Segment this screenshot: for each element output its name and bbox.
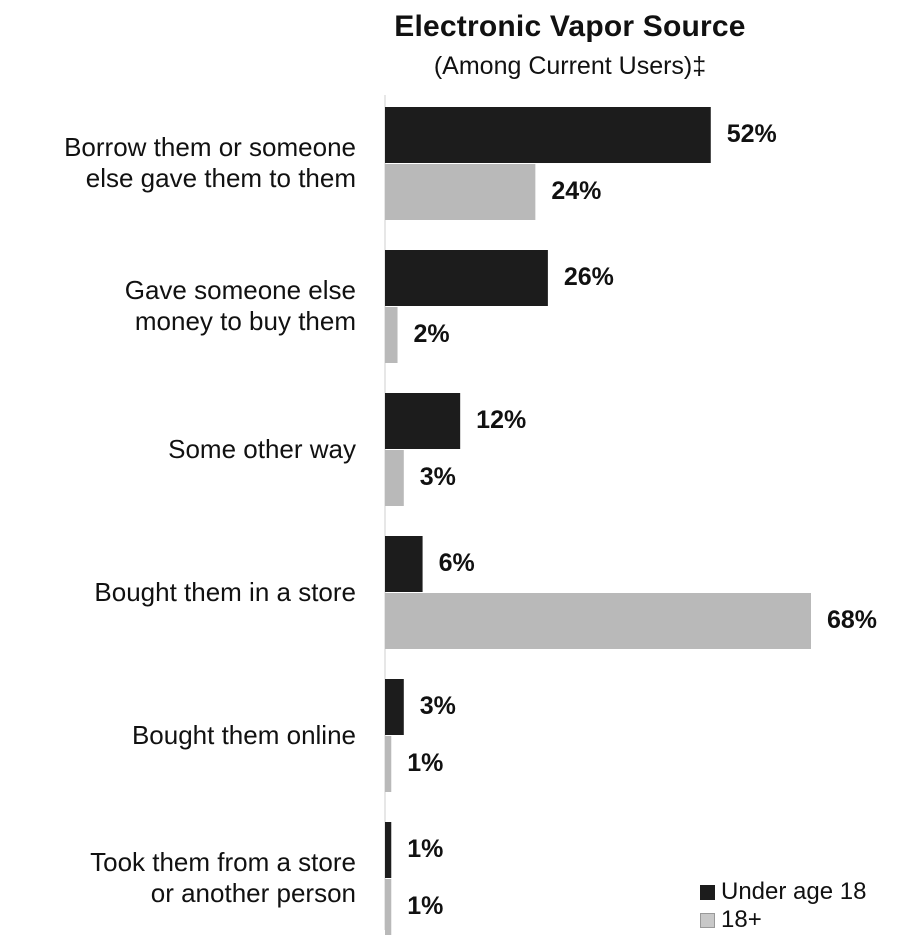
- category-label-line: Some other way: [168, 433, 356, 464]
- category-label-bought-them-online: Bought them online: [132, 720, 356, 751]
- bar-under-age-18-took-them-from-a-store-or-another-person: [385, 822, 392, 878]
- data-label-under-age-18-some-other-way: 12%: [476, 406, 527, 434]
- data-label-under-age-18-borrow-them-or-someone-else-gave-them-to-them: 52%: [726, 120, 777, 148]
- category-label-line: Borrow them or someone: [64, 132, 356, 162]
- category-label-line: Bought them online: [131, 719, 356, 750]
- bar-18-some-other-way: [385, 450, 404, 506]
- data-label-18-borrow-them-or-someone-else-gave-them-to-them: 24%: [551, 177, 602, 205]
- chart-subtitle: (Among Current Users)‡: [433, 52, 707, 80]
- data-label-under-age-18-bought-them-in-a-store: 6%: [438, 549, 475, 577]
- data-label-18-took-them-from-a-store-or-another-person: 1%: [407, 892, 444, 920]
- category-label-line: or another person: [150, 878, 356, 908]
- bar-under-age-18-some-other-way: [385, 393, 461, 449]
- category-label-line: Bought them in a store: [94, 576, 356, 607]
- data-label-18-bought-them-in-a-store: 68%: [827, 606, 878, 634]
- legend-swatch-under-18: [700, 884, 715, 900]
- category-label-bought-them-in-a-store: Bought them in a store: [94, 577, 356, 608]
- category-label-line: Took them from a store: [90, 847, 356, 877]
- data-label-under-age-18-bought-them-online: 3%: [419, 692, 456, 720]
- category-label-borrow-them-or-someone-else-gave-them-to-them: Borrow them or someone else gave them to …: [64, 132, 356, 194]
- chart-title: Electronic Vapor Source: [394, 10, 746, 43]
- category-label-line: Gave someone else: [124, 275, 356, 305]
- data-label-under-age-18-gave-someone-else-money-to-buy-them: 26%: [563, 263, 614, 291]
- bar-under-age-18-borrow-them-or-someone-else-gave-them-to-them: [385, 107, 711, 163]
- data-label-18-bought-them-online: 1%: [407, 749, 444, 777]
- legend-item-under-18: Under age 18: [700, 878, 866, 906]
- bar-under-age-18-bought-them-in-a-store: [385, 536, 423, 592]
- data-label-18-some-other-way: 3%: [419, 463, 456, 491]
- legend-swatch-18-plus: [700, 912, 715, 928]
- data-label-under-age-18-took-them-from-a-store-or-another-person: 1%: [407, 835, 444, 863]
- data-label-18-gave-someone-else-money-to-buy-them: 2%: [413, 320, 450, 348]
- legend-item-18-plus: 18+: [700, 906, 762, 934]
- legend-label-under-18: Under age 18: [721, 878, 867, 905]
- category-label-line: money to buy them: [134, 306, 356, 336]
- bar-18-gave-someone-else-money-to-buy-them: [385, 307, 398, 363]
- bar-under-age-18-gave-someone-else-money-to-buy-them: [385, 250, 548, 306]
- category-label-line: else gave them to them: [85, 163, 356, 193]
- bar-18-borrow-them-or-someone-else-gave-them-to-them: [385, 164, 536, 220]
- legend-label-18-plus: 18+: [721, 906, 762, 933]
- bar-18-bought-them-in-a-store: [385, 593, 811, 649]
- bar-18-took-them-from-a-store-or-another-person: [385, 879, 392, 935]
- bar-under-age-18-bought-them-online: [385, 679, 404, 735]
- category-label-took-them-from-a-store-or-another-person: Took them from a store or another person: [90, 847, 356, 909]
- category-label-gave-someone-else-money-to-buy-them: Gave someone else money to buy them: [125, 275, 356, 337]
- bar-18-bought-them-online: [385, 736, 392, 792]
- category-label-some-other-way: Some other way: [168, 434, 356, 465]
